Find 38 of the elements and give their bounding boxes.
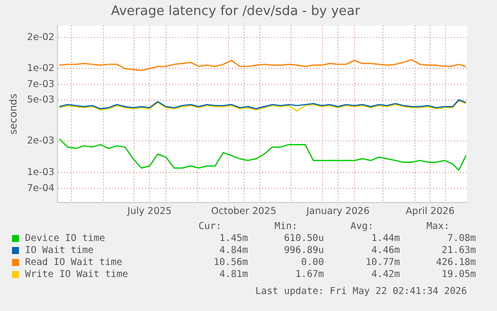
text: 10.56m (212, 256, 248, 268)
text: 4.81m (218, 268, 248, 280)
y-tick-label: 2e-03 (27, 136, 54, 147)
text: Min: (274, 220, 298, 232)
x-tick-label: July 2025 (126, 206, 172, 217)
legend-label: IO Wait time (25, 244, 94, 256)
y-tick-label: 2e-02 (27, 32, 54, 43)
text: Max: (426, 220, 450, 232)
text: Avg: (350, 220, 374, 232)
text: 4.84m (218, 244, 248, 256)
y-axis-title: seconds (8, 94, 20, 135)
x-tick-label: April 2026 (406, 206, 455, 217)
text: 19.05m (440, 268, 476, 280)
text: 1.67m (294, 268, 324, 280)
text: 4.42m (370, 268, 400, 280)
chart-title: Average latency for /dev/sda - by year (110, 4, 361, 20)
y-tick-label: 7e-04 (27, 182, 54, 194)
text: 1.44m (370, 232, 400, 244)
text: Last update: Fri May 22 02:41:34 2026 (255, 286, 467, 297)
legend-label: Read IO Wait time (25, 256, 122, 268)
text: 426.18m (434, 256, 476, 268)
legend-label: Write IO Wait time (25, 268, 128, 280)
text: 10.77m (364, 256, 400, 268)
text: 4.46m (370, 244, 400, 256)
legend-label: Device IO time (25, 232, 106, 244)
x-tick-label: October 2025 (211, 206, 276, 217)
text: 21.63m (440, 244, 476, 256)
y-tick-label: 7e-03 (27, 79, 54, 90)
text: Cur: (198, 220, 222, 232)
text: 1.45m (218, 232, 248, 244)
text: 996.89u (282, 244, 324, 256)
y-tick-label: 1e-02 (27, 63, 54, 74)
y-tick-label: 5e-03 (27, 94, 54, 106)
y-tick-label: 1e-03 (27, 166, 54, 178)
text: 610.50u (282, 232, 324, 244)
text: 7.08m (446, 232, 476, 244)
text: 0.00 (300, 256, 324, 268)
x-tick-label: January 2026 (305, 206, 370, 217)
